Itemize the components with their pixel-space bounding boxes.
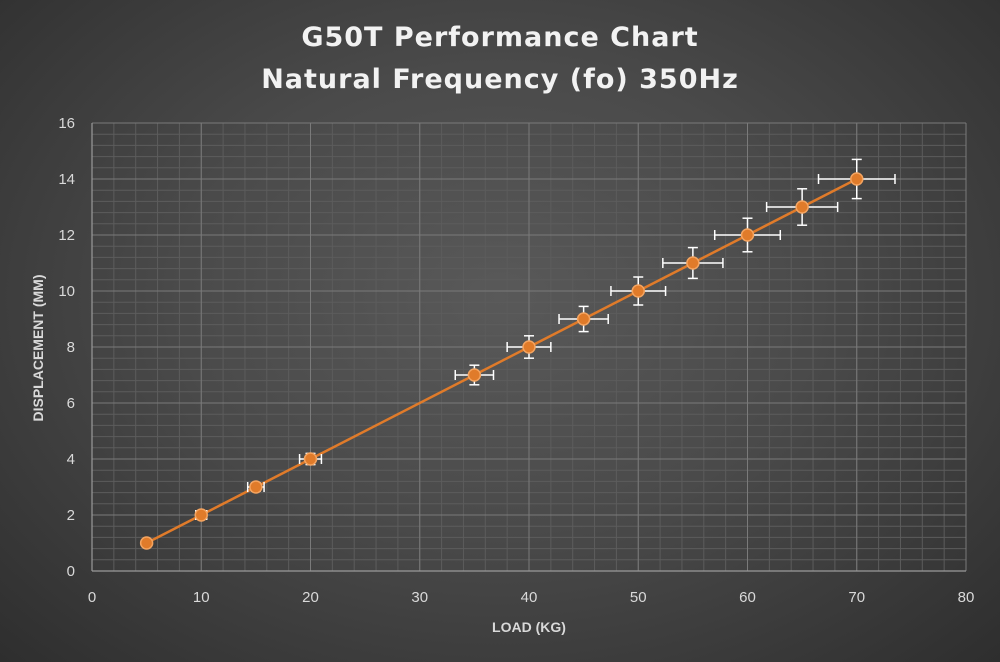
data-series (139, 158, 896, 550)
data-point (139, 536, 154, 550)
data-point (576, 312, 591, 326)
y-tick-label: 0 (67, 563, 75, 580)
y-tick-label: 6 (67, 395, 75, 412)
x-axis-title: LOAD (KG) (492, 619, 566, 635)
x-tick-label: 60 (739, 589, 756, 606)
x-tick-label: 40 (521, 589, 538, 606)
y-tick-label: 12 (58, 227, 75, 244)
data-point (467, 368, 482, 382)
y-tick-labels: 0 2 4 6 8 10 12 14 16 (58, 115, 75, 580)
series-line (146, 177, 858, 545)
y-tick-label: 8 (67, 339, 75, 356)
data-point (850, 172, 864, 186)
data-point (194, 508, 208, 522)
y-axis-title: DISPLACEMENT (MM) (30, 275, 46, 422)
x-tick-label: 70 (848, 589, 865, 606)
data-point (686, 256, 700, 270)
x-tick-labels: 0 10 20 30 40 50 60 70 80 (88, 589, 975, 606)
x-tick-label: 50 (630, 589, 647, 606)
data-point (249, 480, 263, 494)
y-tick-label: 14 (58, 171, 75, 188)
x-tick-label: 0 (88, 589, 96, 606)
chart-subtitle: Natural Frequency (fo) 350Hz (261, 64, 739, 95)
data-point (740, 228, 755, 242)
x-tick-label: 80 (958, 589, 975, 606)
data-point (522, 340, 536, 354)
y-tick-label: 2 (67, 507, 75, 524)
data-point (303, 452, 318, 466)
chart-title: G50T Performance Chart (301, 22, 698, 53)
data-point (631, 284, 645, 298)
data-point (795, 200, 809, 214)
y-tick-label: 10 (58, 283, 75, 300)
x-tick-label: 10 (193, 589, 210, 606)
y-tick-label: 16 (58, 115, 75, 132)
axes (91, 123, 966, 572)
x-tick-label: 20 (302, 589, 319, 606)
y-tick-label: 4 (67, 451, 75, 468)
x-tick-label: 30 (411, 589, 428, 606)
